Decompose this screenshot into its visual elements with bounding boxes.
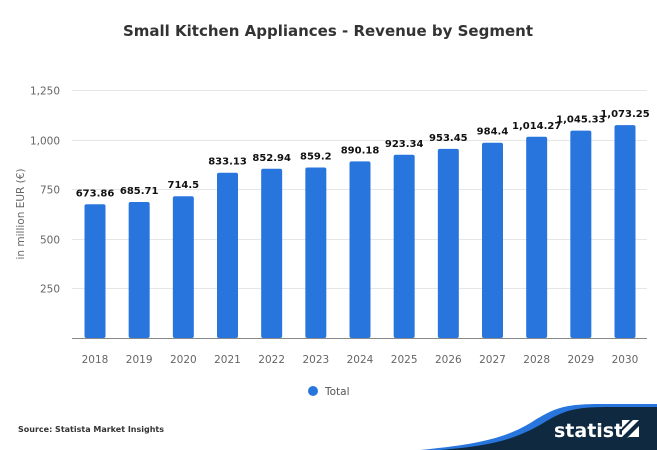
brand-swoosh-dark	[440, 407, 657, 450]
bars	[84, 125, 636, 338]
data-labels: 673.86 685.71 714.5 833.13 852.94 859.2 890.18…	[76, 109, 650, 199]
data-label-2025: 923.34	[385, 139, 424, 150]
data-label-2021: 833.13	[208, 157, 247, 168]
data-label-2018: 673.86	[76, 188, 115, 199]
statista-logo-text: statista	[554, 420, 636, 442]
data-label-2029: 1,045.33	[556, 115, 605, 126]
x-tick-label: 2025	[391, 354, 418, 366]
source-text: Source: Statista Market Insights	[18, 425, 164, 434]
y-tick-label: 750	[40, 185, 60, 197]
data-label-2024: 890.18	[341, 145, 380, 156]
bar-2022[interactable]	[261, 168, 283, 338]
bar-2023[interactable]	[305, 167, 327, 338]
y-tick-label: 250	[40, 284, 60, 296]
bar-2019[interactable]	[128, 201, 150, 338]
legend-label-total: Total	[324, 386, 350, 398]
data-label-2026: 953.45	[429, 133, 468, 144]
bar-2028[interactable]	[526, 136, 548, 338]
legend-marker-total	[308, 386, 318, 396]
y-axis-label: in million EUR (€)	[15, 168, 27, 259]
x-tick-label: 2018	[82, 354, 109, 366]
data-label-2028: 1,014.27	[512, 121, 561, 132]
bar-2021[interactable]	[217, 172, 238, 338]
bar-2024[interactable]	[349, 161, 371, 338]
bar-2029[interactable]	[570, 130, 592, 338]
x-tick-label: 2020	[170, 354, 197, 366]
x-tick-label: 2028	[523, 354, 550, 366]
y-tick-label: 1,000	[30, 136, 60, 148]
x-axis-ticks: 2018 2019 2020 2021 2022 2023 2024 2025 2026 2027…	[82, 354, 639, 366]
bar-2026[interactable]	[437, 148, 459, 338]
data-label-2019: 685.71	[120, 186, 159, 197]
x-tick-label: 2023	[302, 354, 329, 366]
bar-2030[interactable]	[614, 125, 636, 338]
x-tick-label: 2026	[435, 354, 462, 366]
y-axis-ticks: 250 500 750 1,000 1,250	[30, 86, 60, 296]
chart-title: Small Kitchen Appliances - Revenue by Se…	[123, 22, 533, 40]
y-tick-label: 500	[40, 235, 60, 247]
x-tick-label: 2022	[258, 354, 285, 366]
bar-2027[interactable]	[482, 142, 503, 338]
x-tick-label: 2027	[479, 354, 506, 366]
data-label-2020: 714.5	[168, 180, 200, 191]
data-label-2030: 1,073.25	[600, 109, 649, 120]
x-tick-label: 2021	[214, 354, 241, 366]
bar-2025[interactable]	[393, 154, 415, 338]
statista-logo-icon	[622, 420, 639, 437]
x-tick-label: 2024	[347, 354, 374, 366]
x-tick-label: 2029	[567, 354, 594, 366]
bar-2018[interactable]	[84, 204, 106, 338]
y-tick-label: 1,250	[30, 86, 60, 98]
footer: Source: Statista Market Insights statist…	[18, 404, 657, 450]
data-label-2022: 852.94	[252, 153, 291, 164]
data-label-2027: 984.4	[477, 127, 509, 138]
data-label-2023: 859.2	[300, 152, 332, 163]
bar-2020[interactable]	[172, 196, 194, 338]
x-tick-label: 2030	[612, 354, 639, 366]
legend[interactable]: Total	[308, 386, 350, 398]
x-tick-label: 2019	[126, 354, 153, 366]
